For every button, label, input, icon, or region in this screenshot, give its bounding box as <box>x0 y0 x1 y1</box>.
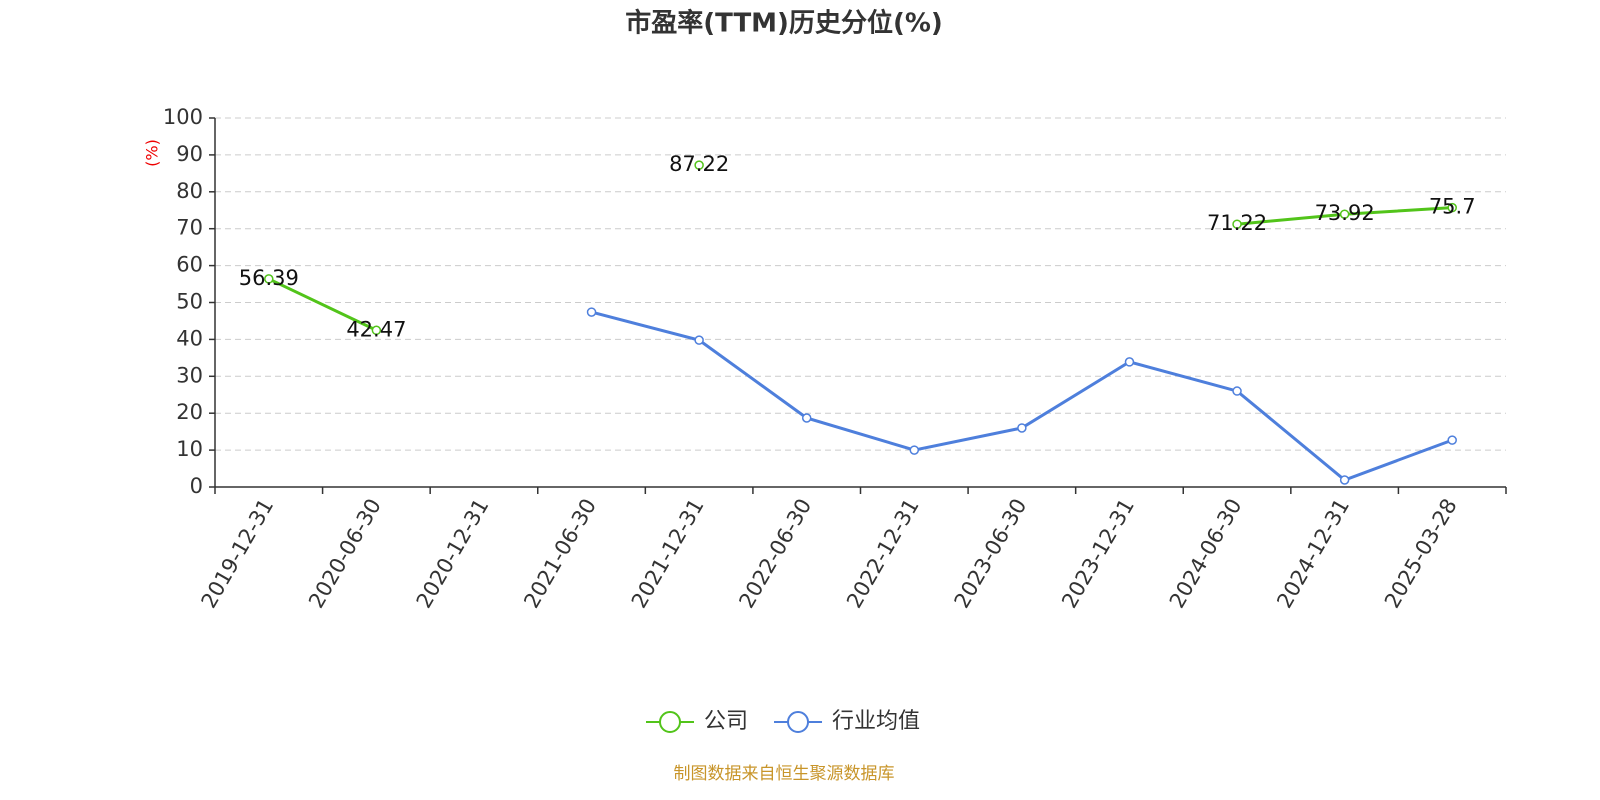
x-tick-label: 2021-06-30 <box>519 495 601 613</box>
y-tick-label: 20 <box>176 400 203 424</box>
y-tick-label: 100 <box>163 105 203 129</box>
data-label: 87.22 <box>669 152 729 176</box>
point <box>1232 219 1242 229</box>
point <box>694 160 704 170</box>
x-tick-label: 2021-12-31 <box>627 495 709 613</box>
source-note: 制图数据来自恒生聚源数据库 <box>674 764 895 784</box>
legend-marker <box>659 711 681 733</box>
chart-title: 市盈率(TTM)历史分位(%) <box>625 8 943 39</box>
y-axis-label: (%) <box>143 139 162 167</box>
y-tick-label: 90 <box>176 142 203 166</box>
point <box>1447 202 1457 213</box>
data-label: 42.47 <box>346 317 406 341</box>
point <box>371 325 382 336</box>
point <box>1339 209 1350 219</box>
series-line <box>268 206 1453 332</box>
point <box>694 335 704 345</box>
data-label: 71.22 <box>1207 211 1267 235</box>
point <box>1232 386 1242 396</box>
y-tick-label: 70 <box>176 216 203 240</box>
point <box>801 413 812 423</box>
x-tick-label: 2022-12-31 <box>842 495 924 613</box>
series-line <box>591 310 1453 482</box>
data-label: 73.92 <box>1315 201 1375 225</box>
x-tick-label: 2024-12-31 <box>1272 495 1354 613</box>
legend-label: 公司 <box>704 709 748 734</box>
point <box>909 445 920 455</box>
x-tick-label: 2023-12-31 <box>1057 495 1139 613</box>
x-tick-label: 2020-12-31 <box>412 495 494 613</box>
y-tick-label: 50 <box>176 290 203 314</box>
x-tick-label: 2020-06-30 <box>304 495 386 613</box>
x-tick-label: 2025-03-28 <box>1380 495 1462 613</box>
y-tick-label: 80 <box>176 179 203 203</box>
legend-label: 行业均值 <box>832 709 920 734</box>
y-tick-label: 40 <box>176 326 203 350</box>
y-tick-label: 60 <box>176 253 203 277</box>
x-tick-label: 2023-06-30 <box>950 495 1032 613</box>
point <box>1339 475 1350 485</box>
y-tick-label: 0 <box>190 474 203 498</box>
legend-marker <box>787 711 810 733</box>
x-tick-label: 2024-06-30 <box>1165 495 1247 613</box>
point <box>586 307 597 317</box>
point <box>1447 435 1457 445</box>
point <box>1017 423 1027 433</box>
data-label: 56.39 <box>239 266 299 290</box>
x-tick-label: 2022-06-30 <box>734 495 816 613</box>
y-tick-label: 30 <box>176 363 203 387</box>
x-tick-label: 2019-12-31 <box>197 495 279 613</box>
point <box>264 274 274 284</box>
data-label: 75.7 <box>1429 195 1476 219</box>
point <box>1124 357 1135 367</box>
y-tick-label: 10 <box>176 437 203 461</box>
